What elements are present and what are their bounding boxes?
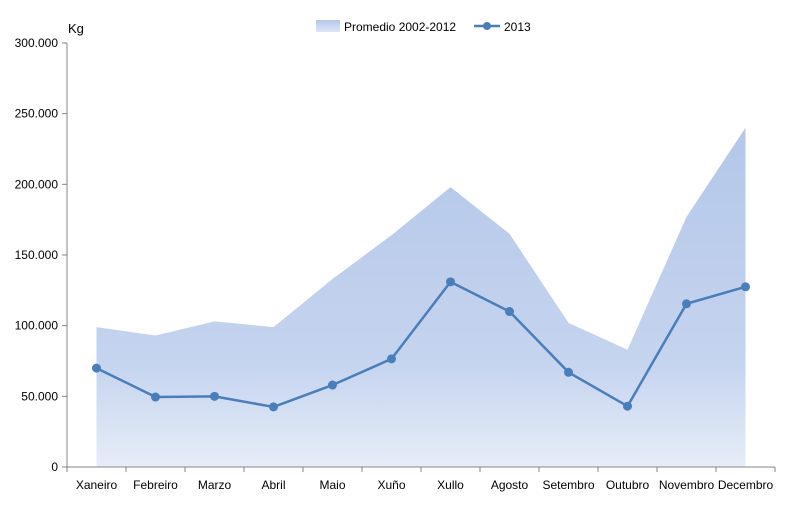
x-tick-label: Agosto	[491, 478, 529, 492]
y-tick-label: 250.000	[15, 107, 59, 121]
x-tick-label: Setembro	[542, 478, 594, 492]
series-point-2013	[682, 299, 691, 309]
legend-swatch-marker-2013	[483, 22, 491, 30]
y-tick-label: 100.000	[15, 319, 59, 333]
x-tick-label: Marzo	[198, 478, 232, 492]
legend-label-2013: 2013	[504, 20, 531, 34]
legend-label-average: Promedio 2002-2012	[344, 20, 456, 34]
x-tick-label: Outubro	[606, 478, 650, 492]
y-tick-label: 200.000	[15, 177, 59, 191]
plot-area: 0 50.000 100.000 150.000 200.000 250.000 300.0…	[15, 36, 776, 492]
series-point-2013	[269, 402, 278, 412]
series-point-2013	[623, 401, 632, 411]
y-unit-label: Kg	[68, 21, 84, 36]
series-point-2013	[446, 277, 455, 287]
legend-swatch-average	[316, 20, 340, 32]
series-point-2013	[328, 380, 337, 390]
x-tick-label: Abril	[261, 478, 285, 492]
series-area-average	[96, 127, 746, 468]
x-tick-label: Xullo	[437, 478, 464, 492]
legend: Promedio 2002-2012 2013	[316, 20, 531, 34]
series-point-2013	[505, 307, 514, 317]
x-tick-label: Febreiro	[133, 478, 178, 492]
x-tick-label: Novembro	[659, 478, 715, 492]
series-point-2013	[92, 363, 101, 373]
x-tick-label: Maio	[319, 478, 345, 492]
series-point-2013	[387, 354, 396, 364]
series-point-2013	[741, 282, 750, 292]
series-line-2013	[95, 280, 746, 409]
x-tick-label: Xaneiro	[76, 478, 118, 492]
y-tick-label: 50.000	[21, 389, 58, 403]
series-point-2013	[564, 367, 573, 377]
series-point-2013	[210, 391, 219, 401]
series-point-2013	[151, 392, 160, 402]
y-tick-label: 150.000	[15, 248, 59, 262]
y-tick-label: 300.000	[15, 36, 59, 50]
x-tick-label: Decembro	[718, 478, 774, 492]
y-tick-label: 0	[51, 460, 58, 474]
x-tick-label: Xuño	[377, 478, 405, 492]
